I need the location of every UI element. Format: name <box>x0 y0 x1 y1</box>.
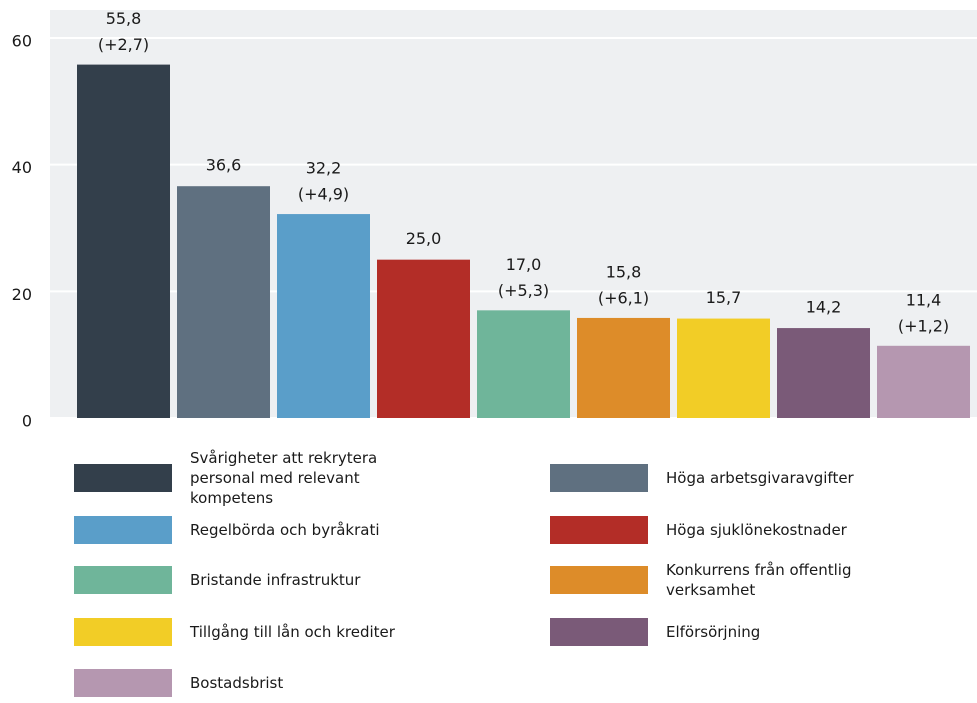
change-label: (+6,1) <box>598 288 649 307</box>
legend-label: Regelbörda och byråkrati <box>190 521 380 539</box>
value-label: 36,6 <box>206 156 242 175</box>
chart: 0 20 40 60 55,8 (+2,7) 36,6 32,2 (+4,9) 25,0 17,0 (… <box>12 9 977 431</box>
legend-label: Svårigheter att rekrytera personal med r… <box>190 449 378 507</box>
legend-swatch <box>74 516 172 544</box>
bar <box>677 318 770 418</box>
legend-item: Höga sjuklönekostnader <box>550 510 891 550</box>
value-label: 15,7 <box>706 288 742 307</box>
legend-swatch <box>74 618 172 646</box>
legend-swatch <box>74 566 172 594</box>
value-label: 17,0 <box>506 255 542 274</box>
legend-item: Regelbörda och byråkrati <box>74 510 430 550</box>
value-label: 15,8 <box>606 262 642 281</box>
legend-item: Bostadsbrist <box>74 663 430 703</box>
value-label: 11,4 <box>906 290 942 309</box>
legend-swatch <box>550 566 648 594</box>
value-label: 14,2 <box>806 298 842 317</box>
bar <box>777 328 870 418</box>
legend-label: Höga sjuklönekostnader <box>666 521 847 539</box>
legend-item: Bristande infrastruktur <box>74 560 430 600</box>
bar <box>877 345 970 418</box>
value-label: 25,0 <box>406 229 442 248</box>
y-tick-label: 40 <box>12 158 32 177</box>
change-label: (+2,7) <box>98 35 149 54</box>
legend-item: Svårigheter att rekrytera personal med r… <box>74 449 430 507</box>
change-label: (+4,9) <box>298 185 349 204</box>
legend-label: Tillgång till lån och krediter <box>190 623 395 641</box>
change-label: (+1,2) <box>898 316 949 335</box>
legend-swatch <box>74 464 172 492</box>
legend-item: Elförsörjning <box>550 612 891 652</box>
legend-swatch <box>550 618 648 646</box>
legend-label: Elförsörjning <box>666 623 761 641</box>
legend-item: Konkurrens från offentlig verksamhet <box>550 560 891 600</box>
legend-item: Höga arbetsgivaravgifter <box>550 458 891 498</box>
y-tick-label: 60 <box>12 32 32 51</box>
y-tick-label: 20 <box>12 285 32 304</box>
bar <box>77 64 170 418</box>
bar <box>377 259 470 418</box>
value-label: 32,2 <box>306 159 342 178</box>
legend-swatch <box>550 516 648 544</box>
bar <box>577 317 670 418</box>
value-label: 55,8 <box>106 9 142 28</box>
bar <box>277 214 370 418</box>
bar <box>477 310 570 418</box>
legend-swatch <box>74 669 172 697</box>
legend-swatch <box>550 464 648 492</box>
legend-label: Bristande infrastruktur <box>190 571 361 589</box>
y-tick-label: 0 <box>22 412 32 431</box>
legend-label: Höga arbetsgivaravgifter <box>666 469 854 487</box>
legend-label: Bostadsbrist <box>190 674 284 692</box>
legend-label: Konkurrens från offentlig verksamhet <box>666 561 852 599</box>
bar <box>177 186 270 418</box>
change-label: (+5,3) <box>498 281 549 300</box>
legend-item: Tillgång till lån och krediter <box>74 612 430 652</box>
